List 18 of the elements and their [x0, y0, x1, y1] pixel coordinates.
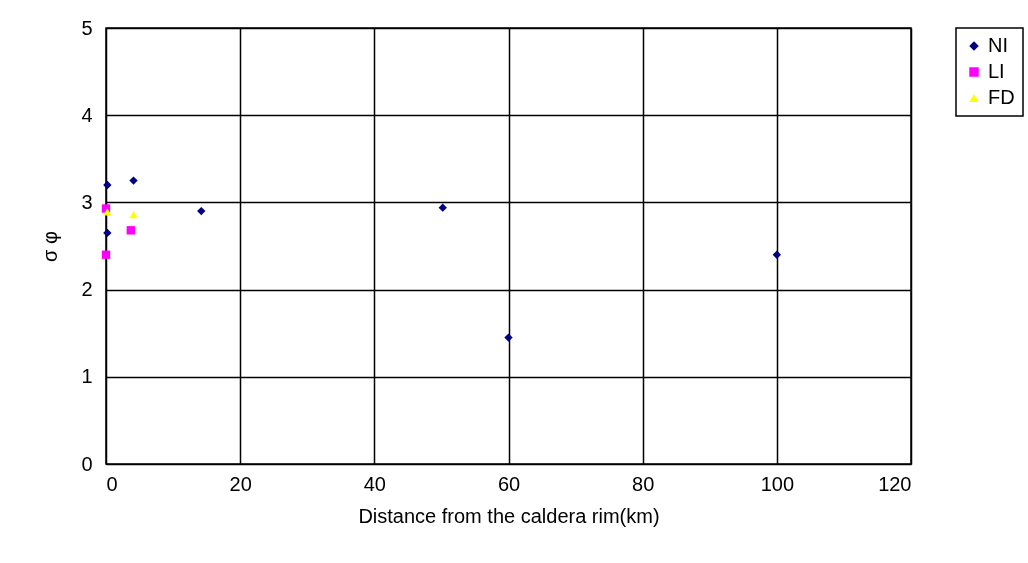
y-tick-label: 4: [81, 103, 93, 126]
y-tick-label: 5: [81, 16, 93, 39]
legend-label: FD: [988, 86, 1015, 108]
x-tick-label: 60: [497, 472, 521, 495]
legend-label: NI: [988, 34, 1008, 56]
legend-label: LI: [988, 60, 1005, 82]
y-tick-label: 0: [81, 452, 93, 475]
x-tick-label: 20: [229, 472, 252, 495]
x-axis-title: Distance from the caldera rim(km): [358, 504, 660, 527]
x-tick-label: 80: [632, 472, 655, 495]
y-tick-label: 2: [81, 278, 93, 301]
y-tick-label: 3: [81, 190, 93, 213]
y-axis-title: σ φ: [39, 231, 62, 262]
x-tick-label: 120: [878, 472, 912, 495]
y-tick-label: 1: [81, 365, 93, 388]
x-tick-label: 100: [760, 472, 795, 495]
x-tick-label: 0: [106, 472, 118, 495]
x-tick-label: 40: [363, 472, 386, 495]
